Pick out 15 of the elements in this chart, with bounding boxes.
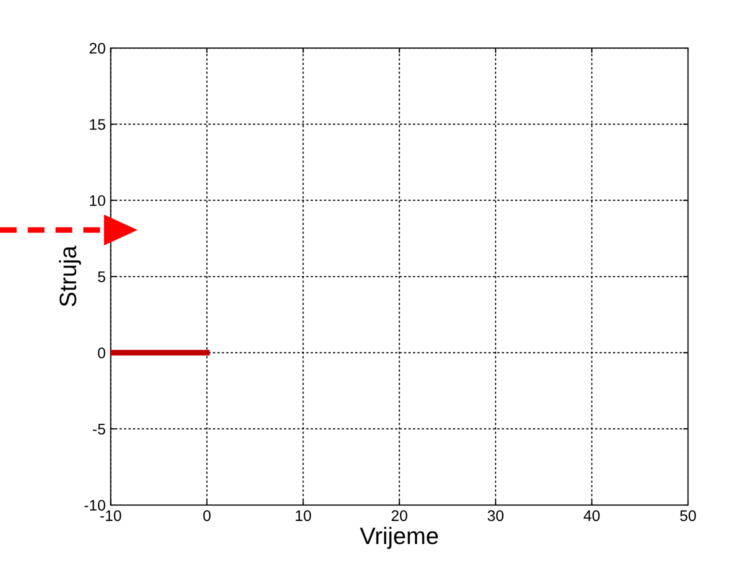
x-tick-label: 10 bbox=[296, 510, 312, 522]
y-tick-label: 0 bbox=[98, 348, 106, 358]
x-tick-label: 20 bbox=[392, 510, 408, 522]
y-tick-label: 5 bbox=[98, 272, 106, 282]
x-axis-title: Vrijeme bbox=[360, 526, 438, 549]
x-tick-label: 40 bbox=[584, 510, 600, 522]
y-tick-label: -5 bbox=[92, 424, 106, 435]
x-tick-label: 30 bbox=[488, 510, 504, 522]
x-tick-label: 0 bbox=[203, 510, 211, 522]
y-axis-title: Struja bbox=[58, 246, 81, 306]
x-tick-label: 50 bbox=[680, 510, 696, 522]
y-tick-label: 15 bbox=[90, 119, 106, 130]
y-tick-label: 20 bbox=[90, 42, 106, 54]
y-tick-label: 10 bbox=[90, 195, 106, 206]
y-tick-label: -10 bbox=[84, 500, 106, 511]
